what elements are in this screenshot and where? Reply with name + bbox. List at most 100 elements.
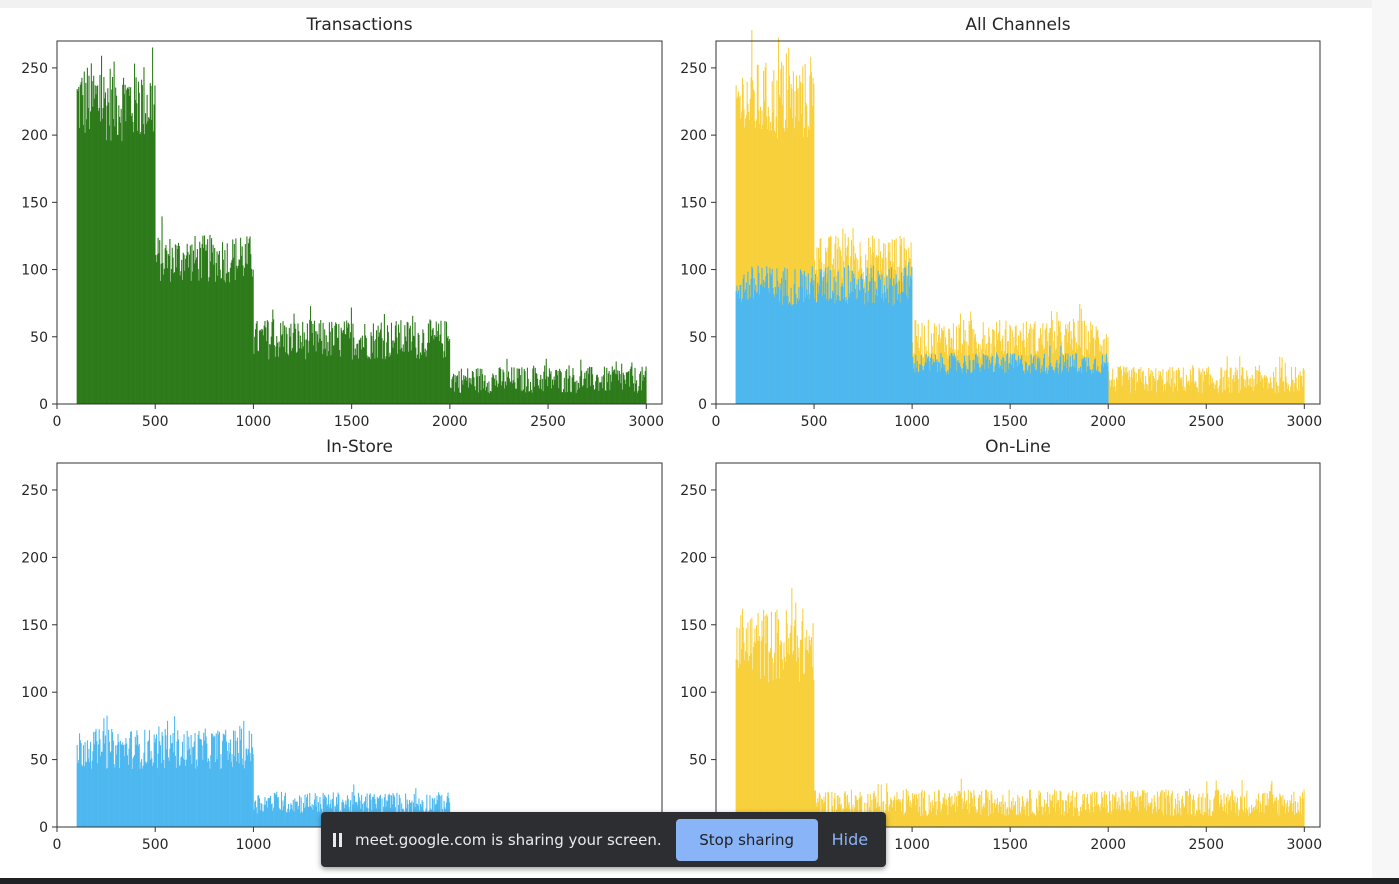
bar (456, 375, 459, 404)
bar (421, 343, 423, 404)
bar (124, 744, 126, 827)
bar (206, 250, 208, 404)
bar (280, 335, 283, 404)
bar (1083, 793, 1085, 827)
bar (1170, 793, 1173, 827)
bar (793, 128, 795, 404)
bar (943, 368, 945, 404)
bar (606, 367, 608, 404)
bar (291, 348, 294, 404)
bar (1170, 815, 1172, 827)
bar (205, 244, 207, 404)
bar (162, 735, 164, 827)
bar (568, 365, 570, 404)
bar (236, 268, 239, 404)
bar (236, 761, 238, 827)
bar (123, 77, 125, 404)
bar (967, 789, 969, 827)
bar (844, 791, 846, 827)
bar (288, 804, 290, 827)
bar (108, 125, 110, 405)
stop-sharing-button[interactable]: Stop sharing (675, 818, 818, 861)
bar (781, 642, 783, 827)
bar (283, 346, 285, 404)
bar (418, 334, 420, 404)
bar (1016, 815, 1018, 827)
bar (420, 352, 422, 404)
bar (865, 275, 867, 404)
pause-icon[interactable] (333, 832, 343, 847)
bar (246, 748, 248, 827)
bar (158, 726, 160, 827)
bar (1092, 373, 1094, 404)
bar (503, 372, 505, 404)
bar (353, 784, 355, 827)
bar (918, 793, 920, 827)
bar (603, 366, 605, 404)
bar (435, 321, 437, 404)
bar (1159, 792, 1162, 827)
bar (786, 268, 788, 404)
bar (101, 751, 103, 827)
bar (178, 739, 180, 827)
bar (1235, 367, 1237, 404)
chart-panel-2: 050010001500200025003000050100150200250I… (21, 437, 664, 853)
bar (447, 336, 449, 404)
bar (1269, 384, 1271, 404)
bar (1101, 792, 1103, 827)
bar (1232, 378, 1234, 404)
bar (1130, 808, 1133, 827)
bar (230, 761, 232, 827)
bar (1216, 380, 1218, 404)
bar (125, 121, 127, 404)
chart-title: All Channels (965, 15, 1070, 35)
bar (1095, 326, 1097, 404)
bar (855, 796, 857, 827)
bar (173, 752, 175, 827)
bar (952, 355, 954, 404)
bar (603, 375, 605, 404)
bar (145, 113, 147, 405)
bar (808, 129, 810, 404)
bar (90, 768, 92, 827)
bar (887, 303, 889, 404)
bar (1125, 795, 1127, 827)
bar (229, 739, 231, 827)
bar (1215, 380, 1217, 404)
bar (270, 336, 272, 404)
bar (366, 793, 368, 827)
bar (886, 783, 888, 827)
bottom-bar (0, 878, 1399, 884)
bar (1150, 802, 1152, 827)
bar (488, 381, 490, 404)
hide-button[interactable]: Hide (826, 824, 874, 855)
bar (177, 730, 179, 827)
bar (1069, 802, 1071, 827)
bar (292, 799, 294, 827)
bar (128, 748, 130, 827)
bar (544, 365, 546, 404)
bar (801, 287, 803, 404)
bar (945, 337, 947, 404)
bar (901, 291, 903, 404)
bar (245, 263, 247, 404)
bar (197, 734, 199, 827)
y-tick-label: 100 (680, 263, 707, 279)
bar (796, 298, 798, 404)
bar (1000, 359, 1002, 404)
bar (790, 287, 792, 404)
bar (308, 340, 310, 404)
bar (104, 92, 107, 404)
bar (795, 293, 797, 404)
bar (1248, 807, 1250, 827)
bar (84, 742, 86, 827)
bar (749, 619, 751, 827)
bar (966, 800, 968, 827)
bar (405, 341, 407, 404)
bar (1076, 792, 1078, 827)
bar (761, 267, 763, 404)
x-tick-label: 2000 (1090, 837, 1126, 853)
bar (1283, 799, 1286, 827)
bar (814, 274, 816, 404)
bar (357, 358, 360, 404)
